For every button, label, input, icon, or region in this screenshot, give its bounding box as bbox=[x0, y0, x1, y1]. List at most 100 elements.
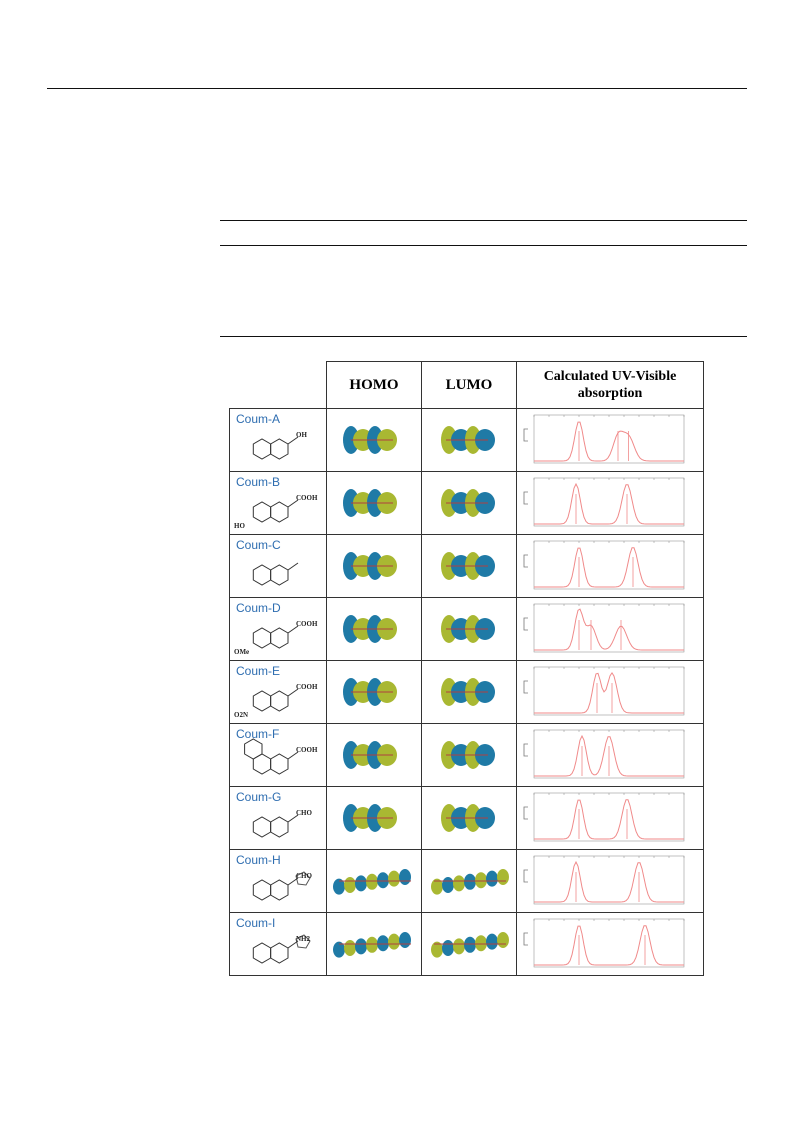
molecule-row: Coum-E COOH O2N bbox=[229, 660, 704, 724]
structure-drawing bbox=[252, 934, 311, 964]
uv-spectrum-plot bbox=[523, 414, 685, 464]
homo-orbital-image bbox=[343, 615, 397, 643]
homo-orbital-image bbox=[333, 869, 411, 895]
lumo-cell bbox=[421, 597, 517, 661]
spectrum-axis-label bbox=[523, 932, 528, 946]
spectrum-cell bbox=[516, 660, 704, 724]
lumo-orbital-image bbox=[441, 678, 495, 706]
lumo-orbital-image bbox=[431, 932, 509, 958]
uv-spectrum-plot bbox=[523, 666, 685, 716]
orbital-lobe bbox=[399, 932, 411, 948]
orbital-lobe bbox=[355, 875, 367, 892]
structure-cell: Coum-C bbox=[229, 534, 327, 598]
substituent-bond bbox=[287, 562, 299, 571]
molecule-row: Coum-I NH2 bbox=[229, 912, 704, 976]
structure-cell: Coum-E COOH O2N bbox=[229, 660, 327, 724]
molecule-row: Coum-F COOH bbox=[229, 723, 704, 787]
molecule-name: Coum-C bbox=[236, 538, 281, 552]
structure-wrap: Coum-E COOH O2N bbox=[230, 661, 326, 723]
table-bottom-rule bbox=[220, 336, 747, 337]
homo-cell bbox=[326, 471, 422, 535]
orbital-lobe bbox=[453, 875, 465, 892]
orbital-lobe bbox=[497, 869, 509, 885]
substituent-bond bbox=[287, 814, 299, 823]
lumo-cell bbox=[421, 471, 517, 535]
homo-orbital-image bbox=[343, 489, 397, 517]
substituent-bond bbox=[287, 940, 299, 949]
lumo-cell bbox=[421, 849, 517, 913]
lumo-orbital-image bbox=[441, 426, 495, 454]
spectrum-cell bbox=[516, 849, 704, 913]
lumo-orbital-image bbox=[441, 804, 495, 832]
spectrum-frame bbox=[533, 603, 685, 653]
orbital-lobe bbox=[388, 870, 400, 887]
molecule-name: Coum-B bbox=[236, 475, 281, 489]
molecule-row: Coum-H CHO bbox=[229, 849, 704, 913]
substituent-bond bbox=[287, 877, 299, 886]
spectrum-axis-label bbox=[523, 806, 528, 820]
corner-cell bbox=[229, 361, 327, 409]
spectrum-frame bbox=[533, 792, 685, 842]
orbital-lobe bbox=[399, 869, 411, 885]
spectrum-axis-label bbox=[523, 743, 528, 757]
orbital-lobe bbox=[355, 938, 367, 955]
header-row: HOMO LUMO Calculated UV-Visible absorpti… bbox=[229, 361, 704, 409]
orbital-lobe bbox=[431, 878, 443, 895]
structure-cell: Coum-B COOH HO bbox=[229, 471, 327, 535]
table-header-rule bbox=[220, 245, 747, 246]
structure-wrap: Coum-H CHO bbox=[230, 850, 326, 912]
homo-cell bbox=[326, 660, 422, 724]
benzene-ring bbox=[252, 816, 272, 838]
uv-header-line2: absorption bbox=[577, 386, 643, 401]
spectrum-cell bbox=[516, 723, 704, 787]
homo-cell bbox=[326, 534, 422, 598]
lumo-cell bbox=[421, 660, 517, 724]
figure-body: Coum-A OH Coum-B COOH HO Coum-C Coum-D COOH OMe C… bbox=[229, 408, 704, 976]
orbital-lobe bbox=[464, 873, 476, 890]
homo-cell bbox=[326, 786, 422, 850]
orbital-lobe bbox=[333, 941, 345, 958]
benzene-ring bbox=[252, 501, 272, 523]
absorption-curve bbox=[534, 925, 684, 966]
structure-cell: Coum-D COOH OMe bbox=[229, 597, 327, 661]
lumo-orbital-image bbox=[431, 869, 509, 895]
structure-drawing bbox=[252, 499, 299, 523]
structure-wrap: Coum-A OH bbox=[230, 409, 326, 471]
homo-orbital-image bbox=[343, 804, 397, 832]
spectrum-frame bbox=[533, 666, 685, 716]
spectrum-axis-label bbox=[523, 554, 528, 568]
lumo-cell bbox=[421, 534, 517, 598]
structure-drawing bbox=[244, 738, 299, 775]
spectrum-cell bbox=[516, 912, 704, 976]
orbital-lobe bbox=[431, 941, 443, 958]
lumo-orbital-image bbox=[441, 615, 495, 643]
homo-orbital-image bbox=[343, 741, 397, 769]
substituent-label: O2N bbox=[234, 711, 248, 719]
molecule-row: Coum-D COOH OMe bbox=[229, 597, 704, 661]
lumo-header: LUMO bbox=[421, 361, 517, 409]
uv-spectrum-plot bbox=[523, 792, 685, 842]
structure-wrap: Coum-D COOH OMe bbox=[230, 598, 326, 660]
benzene-ring bbox=[252, 879, 272, 901]
lumo-cell bbox=[421, 408, 517, 472]
uv-spectrum-plot bbox=[523, 729, 685, 779]
orbital-lobe bbox=[366, 873, 378, 890]
structure-cell: Coum-F COOH bbox=[229, 723, 327, 787]
orbital-lobe bbox=[377, 872, 389, 889]
structure-wrap: Coum-B COOH HO bbox=[230, 472, 326, 534]
orbital-lobe bbox=[475, 935, 487, 952]
lumo-cell bbox=[421, 723, 517, 787]
structure-wrap: Coum-G CHO bbox=[230, 787, 326, 849]
substituent-label: COOH bbox=[296, 620, 318, 628]
benzene-ring bbox=[252, 438, 272, 460]
lumo-cell bbox=[421, 912, 517, 976]
orbital-table: HOMO LUMO Calculated UV-Visible absorpti… bbox=[229, 361, 704, 976]
thiophene-ring bbox=[295, 934, 311, 949]
lumo-orbital-image bbox=[441, 741, 495, 769]
spectrum-frame bbox=[533, 918, 685, 968]
substituent-bond bbox=[287, 436, 299, 445]
thiophene-ring bbox=[295, 871, 311, 886]
orbital-lobe bbox=[486, 870, 498, 887]
uv-header-line1: Calculated UV-Visible bbox=[543, 369, 677, 384]
structure-cell: Coum-A OH bbox=[229, 408, 327, 472]
